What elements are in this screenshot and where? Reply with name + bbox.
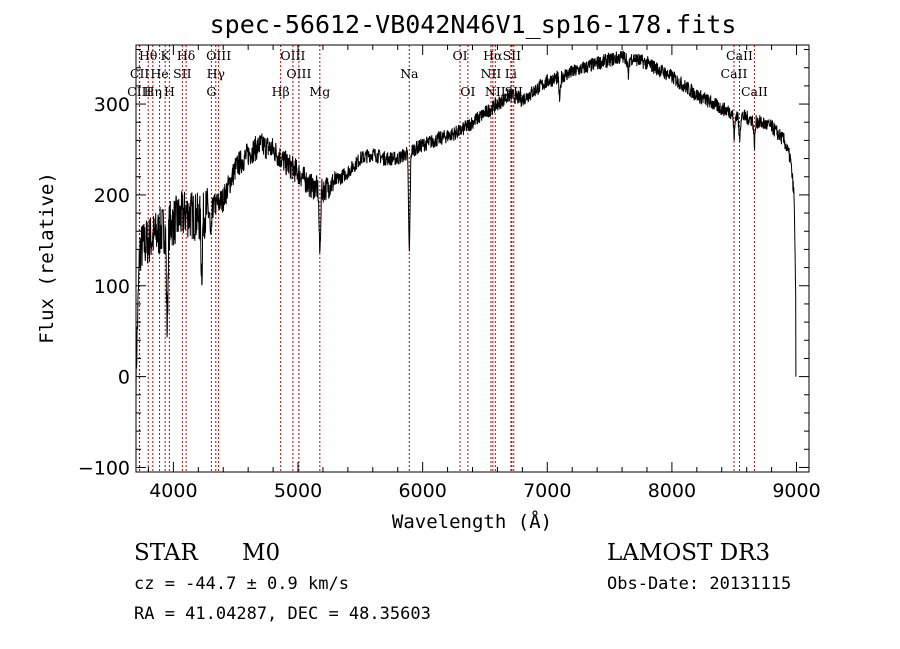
spectral-line-label: CaII [741,84,768,99]
x-tick-label: 7000 [523,480,571,502]
x-tick-label: 6000 [398,480,446,502]
spectral-line-label: OIII [280,48,305,63]
object-subclass: M0 [242,540,280,566]
spectral-line-label: CaII [726,48,753,63]
spectral-line-label: Na [400,66,419,81]
x-axis-label: Wavelength (Å) [392,510,552,533]
object-class: STAR [134,540,198,566]
x-axis-ticks: 4000 5000 6000 7000 8000 9000 [147,45,821,502]
spectral-line-label: CaII [721,66,748,81]
spectral-line-label: Hη [144,84,162,99]
spectral-line-label: G [206,84,216,99]
x-tick-label: 4000 [149,480,197,502]
redshift-cz: cz = -44.7 ± 0.9 km/s [134,574,349,594]
spectral-line-label: NII [485,84,506,99]
spectral-line-label: Hγ [207,66,225,81]
spectral-line-label: Li [505,66,517,81]
spectral-line-label: OIII [286,66,311,81]
observation-date: Obs-Date: 20131115 [607,574,791,594]
spectral-line-label: SII [173,66,192,81]
survey-name: LAMOST DR3 [607,540,770,566]
y-tick-label: 0 [118,367,130,389]
x-tick-label: 8000 [648,480,696,502]
spectral-line-label: OIII [206,48,231,63]
plot-frame [135,44,810,473]
y-tick-label: 200 [94,185,130,207]
y-tick-label: 100 [94,276,130,298]
y-axis-ticks: −100 0 100 200 300 [78,49,809,479]
spectral-line-label: Hθ [139,48,157,63]
spectral-line-label: Mg [309,84,330,99]
spectral-line-label: CIII [127,84,151,99]
y-axis-label: Flux (relative) [36,172,58,344]
x-tick-label: 9000 [772,480,820,502]
x-tick-label: 5000 [274,480,322,502]
spectral-line-label: K [160,48,170,63]
spectral-line-label: Hα [483,48,503,63]
spectrum-series-line [135,50,797,402]
spectral-line-label: H [164,84,175,99]
y-tick-label: −100 [78,457,130,479]
spectral-line-label: Hβ [272,84,290,99]
spectral-line-label: CII [130,66,150,81]
spectral-line-label: OI [452,48,467,63]
spectral-line-label: OI [460,84,475,99]
spectral-line-label: Hδ [177,48,195,63]
spectral-line-markers [138,45,755,472]
spectral-line-label: NII [481,66,502,81]
chart-title: spec-56612-VB042N46V1_sp16-178.fits [210,10,737,39]
y-tick-label: 300 [94,94,130,116]
spectral-line-label: He [150,66,168,81]
spectral-line-label: SII [503,48,522,63]
coordinates: RA = 41.04287, DEC = 48.35603 [134,604,431,624]
